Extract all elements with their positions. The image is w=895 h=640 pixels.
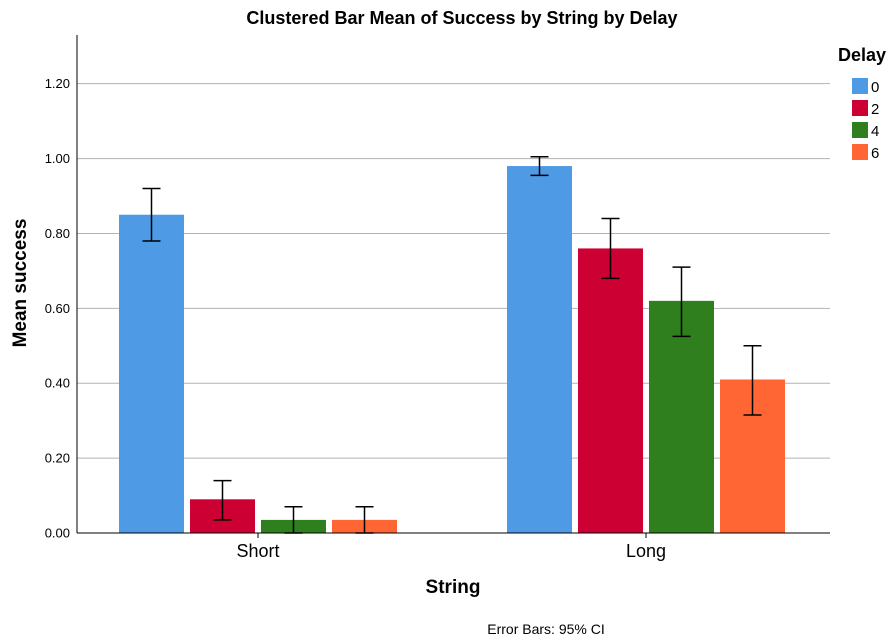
legend-item-delay-6: 6 (852, 144, 879, 162)
legend-label: 4 (871, 123, 879, 140)
y-tick-label: 1.20 (45, 76, 70, 91)
legend-item-delay-0: 0 (852, 78, 879, 96)
legend-swatch (852, 144, 868, 160)
legend-label: 2 (871, 101, 879, 118)
error-bar (142, 187, 161, 242)
error-bar (213, 479, 232, 521)
legend-item-delay-2: 2 (852, 100, 879, 118)
legend-item-delay-4: 4 (852, 122, 879, 140)
y-tick-label: 0.20 (45, 451, 70, 466)
chart-title: Clustered Bar Mean of Success by String … (246, 8, 677, 28)
footnote: Error Bars: 95% CI (487, 621, 604, 637)
legend-label: 6 (871, 145, 879, 162)
bars (119, 166, 785, 534)
legend-swatch (852, 78, 868, 94)
legend-title: Delay (838, 45, 886, 65)
error-bar (601, 217, 620, 280)
legend-swatch (852, 100, 868, 116)
legend-swatch (852, 122, 868, 138)
y-tick-label: 1.00 (45, 151, 70, 166)
bar-long-delay-2 (578, 248, 643, 533)
error-bar (672, 266, 691, 338)
error-bar (530, 155, 549, 177)
y-tick-label: 0.60 (45, 301, 70, 316)
y-axis-title: Mean success (10, 219, 31, 348)
category-label-long: Long (626, 541, 666, 561)
category-label-short: Short (236, 541, 279, 561)
legend: 0 2 4 6 (852, 78, 879, 162)
x-axis-title: String (426, 577, 481, 598)
y-tick-labels: 0.00 0.20 0.40 0.60 0.80 1.00 1.20 (45, 76, 70, 540)
legend-label: 0 (871, 79, 879, 96)
gridlines (77, 83, 830, 459)
bar-long-delay-4 (649, 300, 714, 533)
bar-short-delay-0 (119, 214, 184, 534)
x-tick-labels: Short Long (236, 533, 666, 561)
y-tick-label: 0.00 (45, 526, 70, 541)
bar-long-delay-0 (507, 166, 572, 534)
error-bar (743, 345, 762, 416)
y-tick-label: 0.40 (45, 376, 70, 391)
y-tick-label: 0.80 (45, 226, 70, 241)
